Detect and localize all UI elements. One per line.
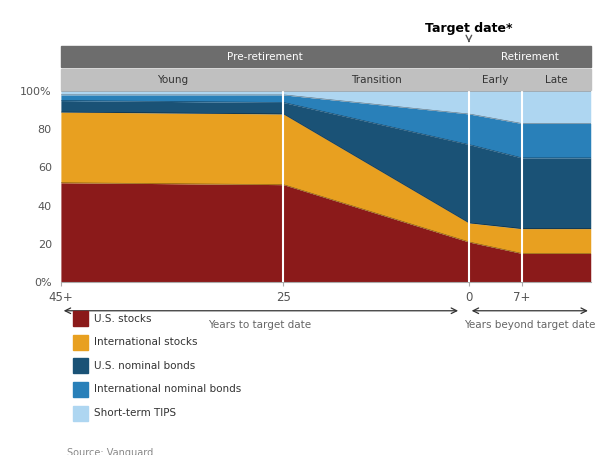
Text: Target date*: Target date* (425, 22, 513, 35)
Text: International stocks: International stocks (94, 337, 198, 347)
Text: Years beyond target date: Years beyond target date (464, 320, 596, 330)
Bar (283, 69, 469, 90)
Bar (61, 46, 469, 67)
Text: Pre-retirement: Pre-retirement (227, 51, 303, 61)
Bar (469, 46, 591, 67)
Text: International nominal bonds: International nominal bonds (94, 384, 242, 394)
Text: Short-term TIPS: Short-term TIPS (94, 408, 177, 418)
Bar (61, 69, 283, 90)
Bar (522, 69, 591, 90)
Text: Transition: Transition (351, 75, 401, 85)
Bar (469, 69, 522, 90)
Text: Source: Vanguard.: Source: Vanguard. (67, 448, 157, 455)
Text: Years to target date: Years to target date (208, 320, 311, 330)
Text: Early: Early (482, 75, 509, 85)
Text: Young: Young (157, 75, 188, 85)
Text: U.S. nominal bonds: U.S. nominal bonds (94, 361, 195, 371)
Text: Late: Late (545, 75, 568, 85)
Text: U.S. stocks: U.S. stocks (94, 313, 152, 324)
Text: Retirement: Retirement (501, 51, 558, 61)
